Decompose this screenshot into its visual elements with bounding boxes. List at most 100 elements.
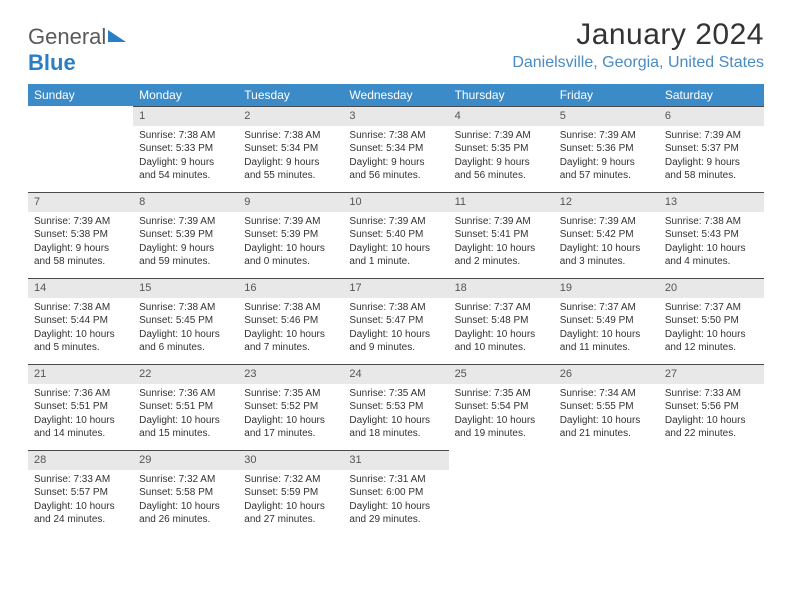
sunrise-text: Sunrise: 7:39 AM — [349, 215, 442, 229]
sunrise-text: Sunrise: 7:38 AM — [665, 215, 758, 229]
daylight-text: Daylight: 10 hours and 1 minute. — [349, 242, 442, 269]
day-number: 15 — [133, 278, 238, 298]
day-number: 2 — [238, 106, 343, 126]
day-details — [28, 126, 133, 133]
sunrise-text: Sunrise: 7:33 AM — [34, 473, 127, 487]
daylight-text: Daylight: 10 hours and 19 minutes. — [455, 414, 548, 441]
day-number: 24 — [343, 364, 448, 384]
calendar-day-cell: 22Sunrise: 7:36 AMSunset: 5:51 PMDayligh… — [133, 364, 238, 450]
day-details: Sunrise: 7:39 AMSunset: 5:36 PMDaylight:… — [554, 126, 659, 187]
sunset-text: Sunset: 5:59 PM — [244, 486, 337, 500]
daylight-text: Daylight: 10 hours and 17 minutes. — [244, 414, 337, 441]
calendar-day-cell — [28, 106, 133, 192]
calendar-day-cell: 1Sunrise: 7:38 AMSunset: 5:33 PMDaylight… — [133, 106, 238, 192]
day-details: Sunrise: 7:37 AMSunset: 5:50 PMDaylight:… — [659, 298, 764, 359]
day-details: Sunrise: 7:39 AMSunset: 5:40 PMDaylight:… — [343, 212, 448, 273]
calendar-table: Sunday Monday Tuesday Wednesday Thursday… — [28, 84, 764, 536]
sunrise-text: Sunrise: 7:38 AM — [244, 301, 337, 315]
day-details: Sunrise: 7:38 AMSunset: 5:46 PMDaylight:… — [238, 298, 343, 359]
month-title: January 2024 — [512, 18, 764, 52]
sunrise-text: Sunrise: 7:39 AM — [244, 215, 337, 229]
day-number: 12 — [554, 192, 659, 212]
daylight-text: Daylight: 10 hours and 4 minutes. — [665, 242, 758, 269]
sunrise-text: Sunrise: 7:38 AM — [244, 129, 337, 143]
day-number: 18 — [449, 278, 554, 298]
day-details: Sunrise: 7:38 AMSunset: 5:44 PMDaylight:… — [28, 298, 133, 359]
sunrise-text: Sunrise: 7:39 AM — [455, 215, 548, 229]
calendar-day-cell: 15 Sunrise: 7:38 AMSunset: 5:45 PMDayligh… — [133, 278, 238, 364]
sunset-text: Sunset: 5:37 PM — [665, 142, 758, 156]
sunset-text: Sunset: 5:45 PM — [139, 314, 232, 328]
day-number: 6 — [659, 106, 764, 126]
weekday-header: Saturday — [659, 84, 764, 106]
sunrise-text: Sunrise: 7:36 AM — [34, 387, 127, 401]
daylight-text: Daylight: 9 hours and 59 minutes. — [139, 242, 232, 269]
daylight-text: Daylight: 10 hours and 9 minutes. — [349, 328, 442, 355]
sunset-text: Sunset: 5:48 PM — [455, 314, 548, 328]
calendar-day-cell: 7Sunrise: 7:39 AMSunset: 5:38 PMDaylight… — [28, 192, 133, 278]
calendar-day-cell: 5Sunrise: 7:39 AMSunset: 5:36 PMDaylight… — [554, 106, 659, 192]
day-details: Sunrise: 7:39 AMSunset: 5:38 PMDaylight:… — [28, 212, 133, 273]
daylight-text: Daylight: 10 hours and 15 minutes. — [139, 414, 232, 441]
calendar-day-cell: 20Sunrise: 7:37 AMSunset: 5:50 PMDayligh… — [659, 278, 764, 364]
calendar-day-cell — [554, 450, 659, 536]
day-details: Sunrise: 7:37 AMSunset: 5:48 PMDaylight:… — [449, 298, 554, 359]
calendar-day-cell: 18Sunrise: 7:37 AMSunset: 5:48 PMDayligh… — [449, 278, 554, 364]
sunset-text: Sunset: 5:39 PM — [244, 228, 337, 242]
day-number: 9 — [238, 192, 343, 212]
day-number: 21 — [28, 364, 133, 384]
sunset-text: Sunset: 5:41 PM — [455, 228, 548, 242]
daylight-text: Daylight: 10 hours and 3 minutes. — [560, 242, 653, 269]
calendar-day-cell: 11Sunrise: 7:39 AMSunset: 5:41 PMDayligh… — [449, 192, 554, 278]
sunset-text: Sunset: 5:57 PM — [34, 486, 127, 500]
daylight-text: Daylight: 9 hours and 54 minutes. — [139, 156, 232, 183]
daylight-text: Daylight: 10 hours and 7 minutes. — [244, 328, 337, 355]
day-number: 26 — [554, 364, 659, 384]
calendar-day-cell: 13Sunrise: 7:38 AMSunset: 5:43 PMDayligh… — [659, 192, 764, 278]
calendar-day-cell: 21Sunrise: 7:36 AMSunset: 5:51 PMDayligh… — [28, 364, 133, 450]
day-details: Sunrise: 7:38 AMSunset: 5:34 PMDaylight:… — [238, 126, 343, 187]
sunrise-text: Sunrise: 7:39 AM — [34, 215, 127, 229]
sunset-text: Sunset: 5:40 PM — [349, 228, 442, 242]
sunrise-text: Sunrise: 7:32 AM — [139, 473, 232, 487]
calendar-day-cell: 12Sunrise: 7:39 AMSunset: 5:42 PMDayligh… — [554, 192, 659, 278]
day-number: 11 — [449, 192, 554, 212]
sunrise-text: Sunrise: 7:37 AM — [455, 301, 548, 315]
day-details: Sunrise: 7:32 AMSunset: 5:59 PMDaylight:… — [238, 470, 343, 531]
day-details: Sunrise: 7:39 AMSunset: 5:39 PMDaylight:… — [133, 212, 238, 273]
sunrise-text: Sunrise: 7:36 AM — [139, 387, 232, 401]
sunset-text: Sunset: 5:51 PM — [139, 400, 232, 414]
calendar-day-cell: 24Sunrise: 7:35 AMSunset: 5:53 PMDayligh… — [343, 364, 448, 450]
day-number: 31 — [343, 450, 448, 470]
sunrise-text: Sunrise: 7:37 AM — [665, 301, 758, 315]
calendar-day-cell: 16Sunrise: 7:38 AMSunset: 5:46 PMDayligh… — [238, 278, 343, 364]
day-number: 20 — [659, 278, 764, 298]
day-number: 16 — [238, 278, 343, 298]
sunset-text: Sunset: 5:34 PM — [244, 142, 337, 156]
day-details: Sunrise: 7:39 AMSunset: 5:41 PMDaylight:… — [449, 212, 554, 273]
sunset-text: Sunset: 5:56 PM — [665, 400, 758, 414]
daylight-text: Daylight: 10 hours and 6 minutes. — [139, 328, 232, 355]
sunrise-text: Sunrise: 7:31 AM — [349, 473, 442, 487]
day-number: 25 — [449, 364, 554, 384]
calendar-week-row: 28Sunrise: 7:33 AMSunset: 5:57 PMDayligh… — [28, 450, 764, 536]
day-number: 13 — [659, 192, 764, 212]
day-number: 10 — [343, 192, 448, 212]
day-number: 3 — [343, 106, 448, 126]
daylight-text: Daylight: 10 hours and 27 minutes. — [244, 500, 337, 527]
calendar-day-cell: 4Sunrise: 7:39 AMSunset: 5:35 PMDaylight… — [449, 106, 554, 192]
sunrise-text: Sunrise: 7:38 AM — [139, 301, 232, 315]
calendar-day-cell: 27Sunrise: 7:33 AMSunset: 5:56 PMDayligh… — [659, 364, 764, 450]
day-number: 5 — [554, 106, 659, 126]
calendar-day-cell: 29Sunrise: 7:32 AMSunset: 5:58 PMDayligh… — [133, 450, 238, 536]
calendar-week-row: 14Sunrise: 7:38 AMSunset: 5:44 PMDayligh… — [28, 278, 764, 364]
sunrise-text: Sunrise: 7:39 AM — [560, 129, 653, 143]
brand-mark-icon — [108, 30, 126, 42]
sunrise-text: Sunrise: 7:39 AM — [139, 215, 232, 229]
sunrise-text: Sunrise: 7:38 AM — [349, 301, 442, 315]
daylight-text: Daylight: 10 hours and 18 minutes. — [349, 414, 442, 441]
weekday-header: Thursday — [449, 84, 554, 106]
brand-part1: General — [28, 24, 106, 49]
day-details: Sunrise: 7:38 AMSunset: 5:34 PMDaylight:… — [343, 126, 448, 187]
daylight-text: Daylight: 9 hours and 56 minutes. — [455, 156, 548, 183]
